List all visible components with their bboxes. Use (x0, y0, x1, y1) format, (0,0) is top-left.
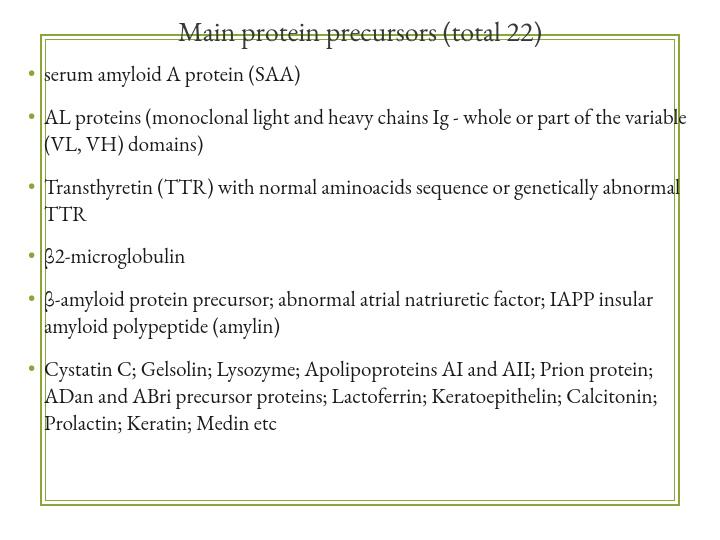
slide: Main protein precursors (total 22) serum… (0, 0, 720, 540)
list-item: Transthyretin (TTR) with normal aminoaci… (28, 175, 692, 229)
list-item: β-amyloid protein precursor; abnormal at… (28, 287, 692, 341)
list-item: AL proteins (monoclonal light and heavy … (28, 105, 692, 159)
list-item: serum amyloid A protein (SAA) (28, 62, 692, 89)
list-item: Cystatin C; Gelsolin; Lysozyme; Apolipop… (28, 357, 692, 438)
slide-title: Main protein precursors (total 22) (28, 14, 692, 50)
list-item: β2-microglobulin (28, 244, 692, 271)
bullet-list: serum amyloid A protein (SAA) AL protein… (28, 62, 692, 438)
